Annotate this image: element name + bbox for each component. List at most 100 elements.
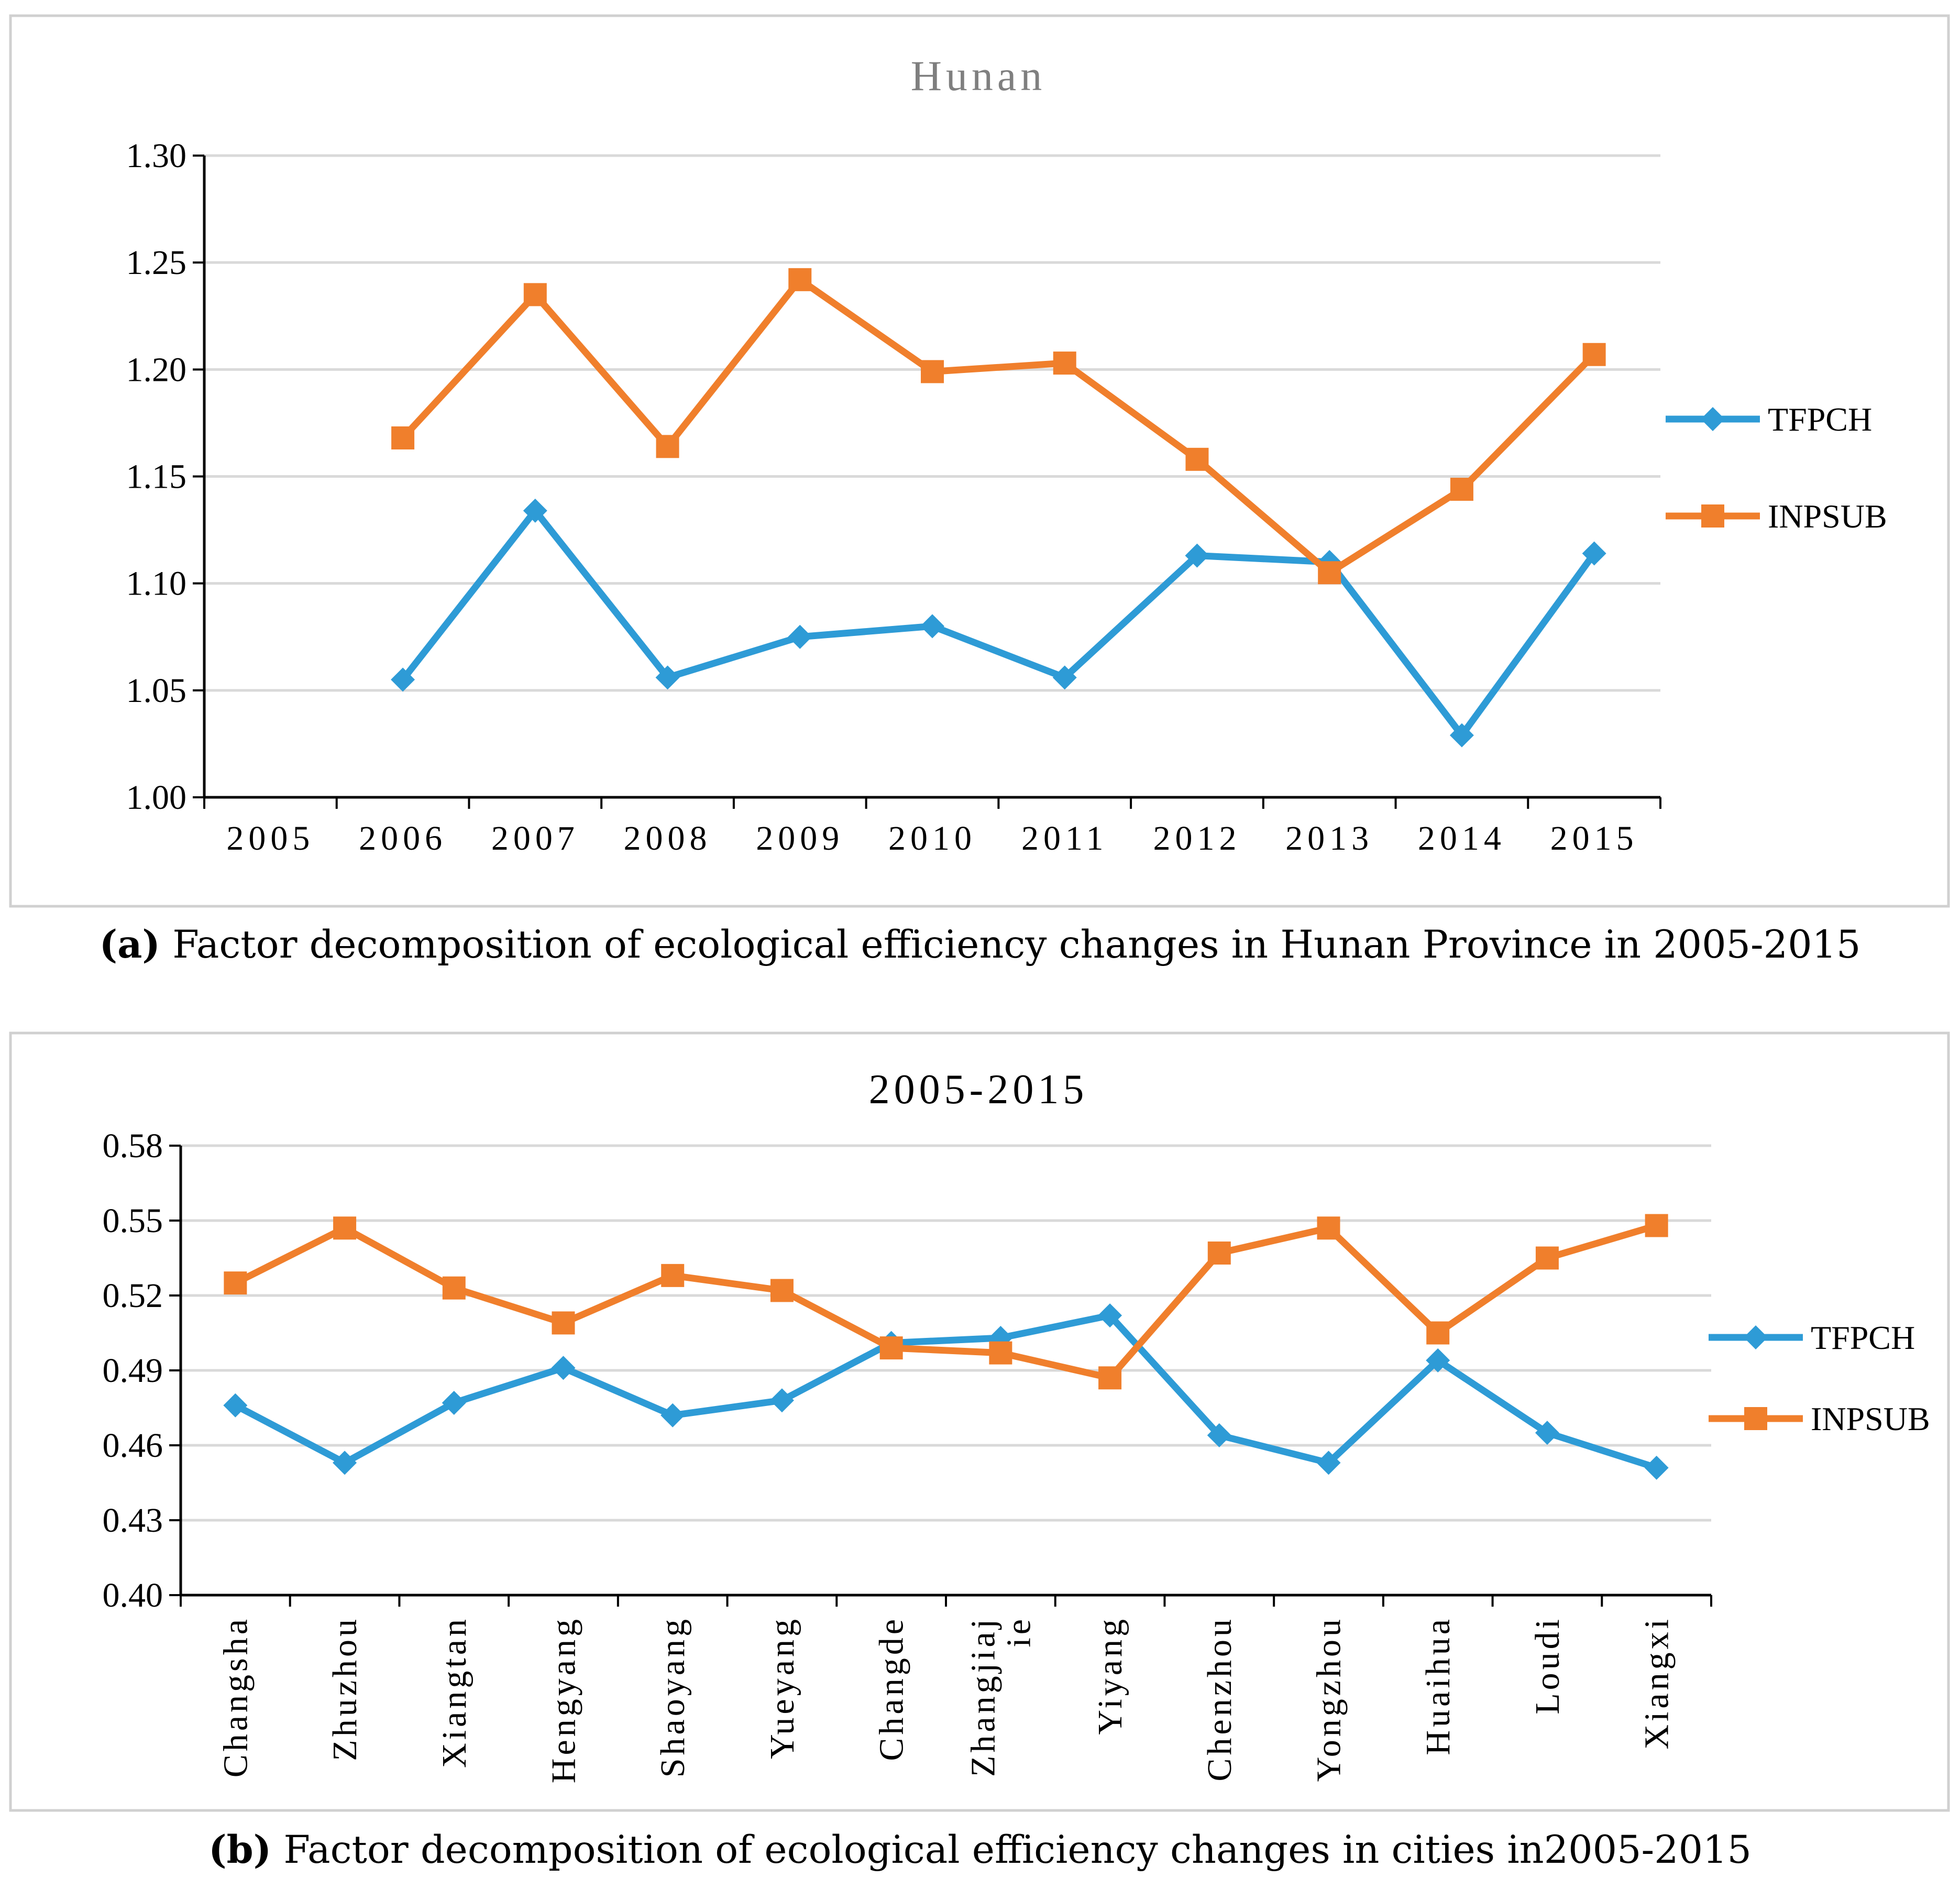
data-point-inpsub	[391, 426, 415, 449]
y-tick-label: 1.20	[126, 350, 187, 389]
x-tick-label: Changsha	[216, 1616, 255, 1777]
series-line-inpsub	[399, 276, 1598, 576]
data-point-tfpch	[551, 1356, 576, 1380]
x-tick-label: Yongzhou	[1310, 1616, 1348, 1782]
data-point-inpsub	[921, 360, 944, 383]
data-point-tfpch	[523, 498, 547, 523]
caption-b: (b) Factor decomposition of ecological e…	[0, 1827, 1960, 1872]
data-point-tfpch	[223, 1393, 248, 1418]
data-point-inpsub	[1426, 1321, 1450, 1345]
series-line-inpsub	[232, 1222, 1660, 1381]
x-tick-label-group: Yiyang	[1091, 1616, 1129, 1735]
x-tick-label-group: Changde	[873, 1616, 911, 1761]
data-point-tfpch	[769, 1388, 794, 1413]
data-point-inpsub	[1185, 447, 1209, 471]
legend-label-inpsub: INPSUB	[1811, 1400, 1930, 1437]
x-tick-label: Zhangjiaj	[964, 1616, 1002, 1777]
x-tick-label: Changde	[873, 1616, 911, 1761]
x-tick-label: Huaihua	[1419, 1616, 1457, 1755]
x-tick-label: 2008	[624, 819, 712, 858]
y-tick-label: 1.10	[126, 565, 187, 603]
x-tick-label-group: Shaoyang	[654, 1616, 692, 1777]
y-tick-label: 0.43	[103, 1501, 163, 1540]
y-tick-label: 1.05	[126, 672, 187, 710]
chart-a-plot: 1.00 1.05 1.10 1.15 1.20 1.25 1.30 2005 2006 2007…	[126, 137, 1887, 858]
caption-b-label: (b)	[208, 1827, 272, 1872]
data-point-inpsub	[1645, 1214, 1668, 1237]
y-tick-label: 0.52	[103, 1277, 163, 1315]
caption-a-text: Factor decomposition of ecological effic…	[172, 922, 1861, 967]
y-tick-label: 0.40	[103, 1576, 163, 1615]
x-tick-label: 2007	[491, 819, 579, 858]
data-point-tfpch	[1644, 1455, 1669, 1480]
y-tick-label: 0.46	[103, 1426, 163, 1465]
legend-label-inpsub: INPSUB	[1768, 498, 1887, 535]
x-tick-label: 2012	[1153, 819, 1241, 858]
x-tick-label-group: Yongzhou	[1310, 1616, 1348, 1782]
y-tick-label: 1.25	[126, 244, 187, 282]
x-tick-label-group: Changsha	[216, 1616, 255, 1777]
data-point-inpsub	[1450, 478, 1473, 501]
x-tick-label: Yiyang	[1091, 1616, 1129, 1735]
x-tick-label: 2005	[226, 819, 314, 858]
data-point-inpsub	[523, 283, 547, 306]
data-point-inpsub	[333, 1216, 357, 1240]
data-point-tfpch	[788, 624, 812, 649]
y-tick-label: 0.49	[103, 1352, 163, 1390]
x-tick-label-group: Hengyang	[545, 1616, 583, 1783]
data-point-inpsub	[1318, 561, 1341, 585]
caption-a-label: (a)	[99, 922, 160, 967]
legend-marker-inpsub	[1701, 504, 1724, 528]
chart-a-frame	[9, 14, 1950, 908]
data-point-inpsub	[224, 1271, 247, 1295]
data-point-tfpch	[1449, 723, 1474, 748]
data-point-inpsub	[552, 1311, 575, 1335]
x-tick-label: 2014	[1418, 819, 1506, 858]
x-tick-label: 2013	[1285, 819, 1373, 858]
data-point-inpsub	[1207, 1241, 1231, 1265]
y-tick-label: 0.55	[103, 1202, 163, 1240]
legend-label-tfpch: TFPCH	[1811, 1319, 1915, 1356]
legend-marker-inpsub	[1744, 1407, 1767, 1430]
data-point-tfpch	[333, 1451, 357, 1475]
data-point-tfpch	[920, 614, 944, 639]
caption-a: (a) Factor decomposition of ecological e…	[0, 922, 1960, 967]
legend-marker-tfpch	[1701, 407, 1725, 431]
x-tick-label: ie	[999, 1616, 1038, 1648]
data-point-tfpch	[660, 1403, 685, 1427]
y-tick-label: 1.00	[126, 778, 187, 817]
data-point-tfpch	[1535, 1421, 1559, 1445]
x-tick-label-group: Yueyang	[763, 1616, 801, 1759]
x-tick-label-group: Xiangxi	[1638, 1616, 1676, 1750]
legend-label-tfpch: TFPCH	[1768, 401, 1872, 438]
data-point-inpsub	[1535, 1246, 1559, 1270]
caption-b-text: Factor decomposition of ecological effic…	[283, 1828, 1752, 1872]
data-point-tfpch	[391, 667, 415, 692]
x-tick-label: 2011	[1021, 819, 1108, 858]
x-tick-label-group: Chenzhou	[1201, 1616, 1239, 1782]
legend-marker-tfpch	[1744, 1325, 1768, 1349]
chart-b-plot: 0.40 0.43 0.46 0.49 0.52 0.55 0.58 Changsha Zhuz…	[103, 1127, 1930, 1783]
x-tick-label-group: Zhuzhou	[326, 1616, 364, 1761]
data-point-tfpch	[1582, 541, 1606, 566]
x-tick-label: Shaoyang	[654, 1616, 692, 1777]
y-tick-label: 1.30	[126, 137, 187, 175]
x-tick-label: 2015	[1550, 819, 1638, 858]
x-tick-label: Yueyang	[763, 1616, 801, 1759]
x-tick-label-group: Loudi	[1528, 1616, 1567, 1715]
data-point-tfpch	[442, 1390, 466, 1415]
x-tick-label: 2009	[756, 819, 844, 858]
data-point-inpsub	[442, 1276, 466, 1300]
data-point-inpsub	[1053, 352, 1076, 375]
x-tick-label: 2010	[888, 819, 976, 858]
data-point-inpsub	[989, 1341, 1012, 1365]
chart-b-frame	[9, 1031, 1950, 1812]
data-point-inpsub	[770, 1279, 794, 1302]
data-point-inpsub	[788, 268, 812, 291]
x-tick-label: Zhuzhou	[326, 1616, 364, 1761]
x-tick-label-group: Xiangtan	[435, 1616, 474, 1768]
x-tick-label-group: Huaihua	[1419, 1616, 1457, 1755]
data-point-inpsub	[656, 435, 679, 458]
data-point-tfpch	[1426, 1348, 1450, 1372]
